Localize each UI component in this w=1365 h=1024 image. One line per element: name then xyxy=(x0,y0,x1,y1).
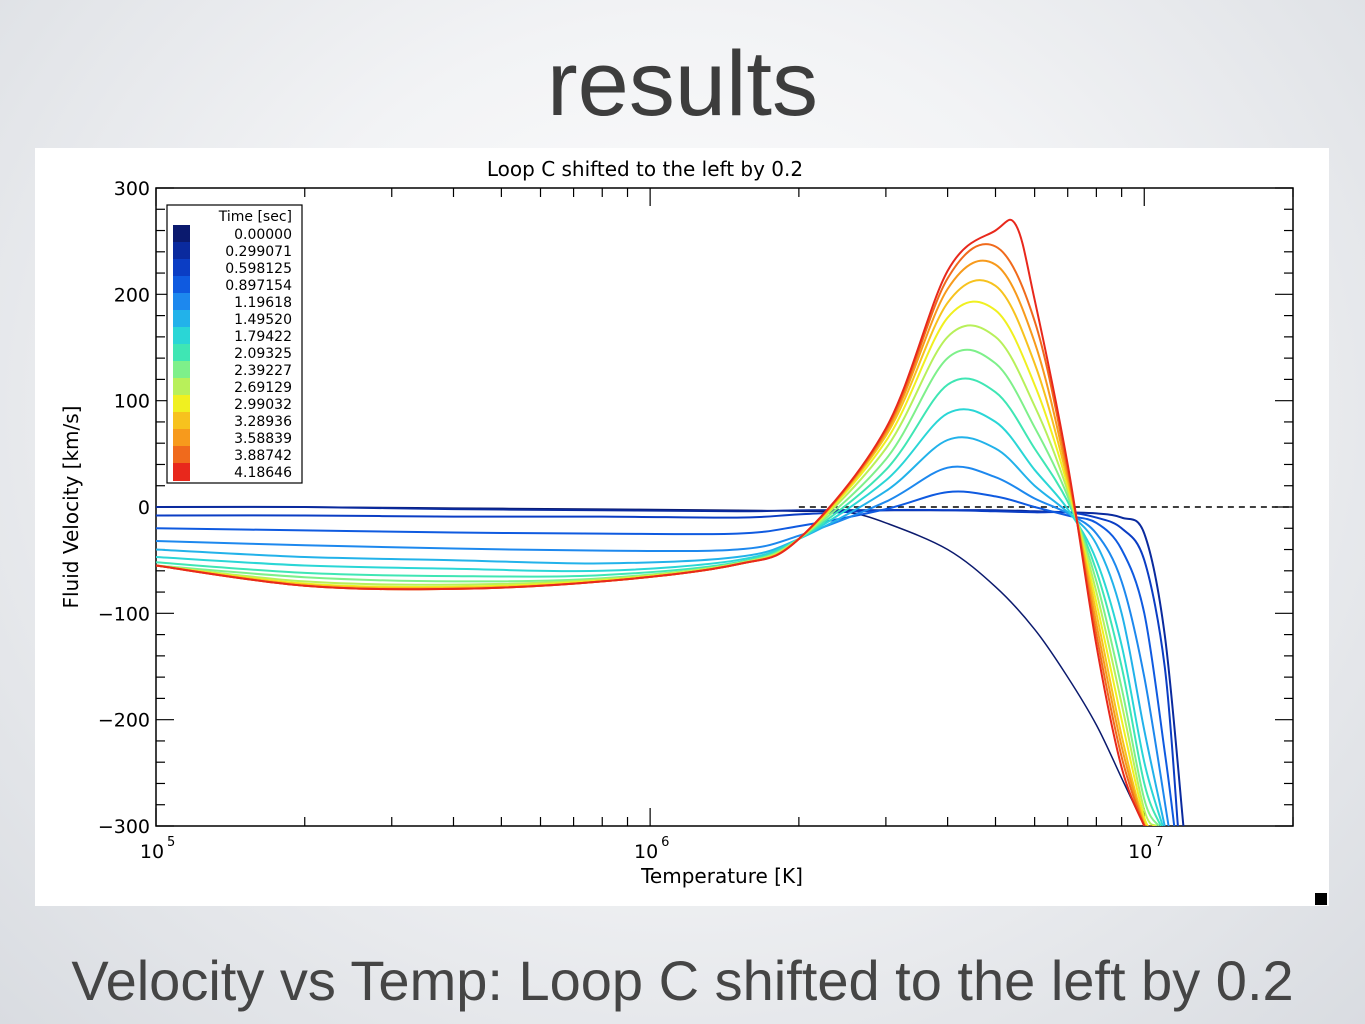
legend-entry-label: 1.19618 xyxy=(234,295,292,311)
series-line-10 xyxy=(156,300,1156,826)
legend-title: Time [sec] xyxy=(218,209,292,225)
legend-swatch xyxy=(173,361,190,379)
legend-swatch xyxy=(173,446,190,464)
series-line-5 xyxy=(156,436,1166,826)
series-line-2 xyxy=(156,508,1179,826)
series-line-0 xyxy=(156,506,1145,826)
series-line-9 xyxy=(156,324,1158,826)
x-tick-base: 10 xyxy=(634,841,658,863)
legend-swatch xyxy=(173,395,190,413)
legend-entry-label: 2.39227 xyxy=(234,363,292,379)
legend-entry-label: 0.897154 xyxy=(225,278,292,294)
x-tick-exponent: 7 xyxy=(1155,835,1163,850)
legend-entry-label: 3.58839 xyxy=(234,431,292,447)
slide-caption: Velocity vs Temp: Loop C shifted to the … xyxy=(71,949,1294,1012)
chart-title: Loop C shifted to the left by 0.2 xyxy=(487,157,803,181)
series-line-14 xyxy=(156,218,1148,826)
x-tick-label: 10 5 xyxy=(140,835,175,863)
series-line-1 xyxy=(156,505,1185,826)
legend-entry-label: 1.49520 xyxy=(234,312,292,328)
x-tick-exponent: 5 xyxy=(167,835,175,850)
x-tick-label: 10 6 xyxy=(634,835,669,863)
y-tick-label: 100 xyxy=(114,391,150,413)
y-tick-label: 200 xyxy=(114,284,150,306)
legend-entry-label: 3.28936 xyxy=(234,414,292,430)
legend-swatch xyxy=(173,293,190,311)
legend-entry-label: 2.99032 xyxy=(234,397,292,413)
legend-swatch xyxy=(173,463,190,481)
series-line-8 xyxy=(156,348,1160,826)
legend-swatch xyxy=(173,429,190,447)
series-line-13 xyxy=(156,243,1150,826)
slide-corner-marker xyxy=(1315,893,1327,905)
series-line-6 xyxy=(156,408,1164,826)
legend-swatch xyxy=(173,310,190,328)
x-tick-base: 10 xyxy=(1128,841,1152,863)
legend-swatch xyxy=(173,259,190,277)
x-axis-label: Temperature [K] xyxy=(640,864,803,888)
legend-entry-label: 0.00000 xyxy=(234,227,292,243)
slide-title: results xyxy=(547,33,818,135)
legend-entry-label: 1.79422 xyxy=(234,329,292,345)
series-line-7 xyxy=(156,377,1162,826)
legend-entry-label: 2.69129 xyxy=(234,380,292,396)
legend-swatch xyxy=(173,276,190,294)
legend-swatch xyxy=(173,242,190,260)
y-axis-label: Fluid Velocity [km/s] xyxy=(59,406,83,609)
legend-entry-label: 0.598125 xyxy=(225,261,292,277)
series-line-11 xyxy=(156,279,1154,826)
legend-swatch xyxy=(173,378,190,396)
legend-entry-label: 4.18646 xyxy=(234,465,292,481)
legend-swatch xyxy=(173,327,190,345)
y-tick-label: −300 xyxy=(98,816,150,838)
x-tick-base: 10 xyxy=(140,841,164,863)
y-tick-label: 0 xyxy=(138,497,150,519)
velocity-temperature-chart: Loop C shifted to the left by 0.2 Temper… xyxy=(59,157,1294,888)
y-tick-label: −100 xyxy=(98,603,150,625)
plot-panel: Loop C shifted to the left by 0.2 Temper… xyxy=(35,148,1329,906)
legend-swatch xyxy=(173,412,190,430)
series-line-4 xyxy=(156,465,1170,826)
x-tick-label: 10 7 xyxy=(1128,835,1163,863)
legend-swatch xyxy=(173,225,190,243)
y-tick-label: −200 xyxy=(98,710,150,732)
legend-swatch xyxy=(173,344,190,362)
legend-entry-label: 2.09325 xyxy=(234,346,292,362)
legend-entry-label: 0.299071 xyxy=(225,244,292,260)
series-group xyxy=(156,218,1185,826)
y-tick-label: 300 xyxy=(114,178,150,200)
legend-entry-label: 3.88742 xyxy=(234,448,292,464)
series-line-3 xyxy=(156,490,1176,826)
x-tick-exponent: 6 xyxy=(661,835,669,850)
